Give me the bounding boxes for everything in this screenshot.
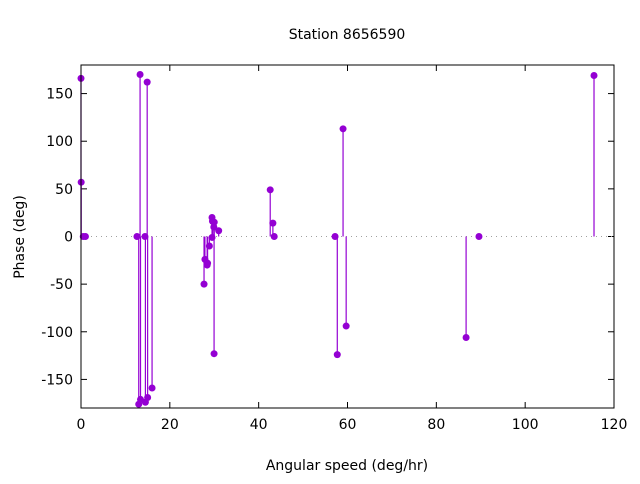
plot-border xyxy=(80,64,615,409)
x-tick-label: 80 xyxy=(427,417,445,433)
y-tick-label: -100 xyxy=(41,325,73,341)
y-tick-label: -150 xyxy=(41,372,73,388)
x-tick-label: 0 xyxy=(77,417,86,433)
chart-title: Station 8656590 xyxy=(289,27,406,43)
data-marks xyxy=(77,71,598,408)
data-point xyxy=(462,333,470,341)
x-axis-label: Angular speed (deg/hr) xyxy=(266,458,428,474)
data-point xyxy=(342,322,350,330)
data-point xyxy=(204,259,212,267)
y-tick-label: 0 xyxy=(64,230,73,246)
data-point xyxy=(590,71,598,79)
y-tick-label: 100 xyxy=(46,134,73,150)
data-point xyxy=(210,350,218,358)
data-point xyxy=(144,394,152,402)
x-tick-label: 40 xyxy=(250,417,268,433)
data-point xyxy=(81,233,89,240)
data-point xyxy=(205,242,213,250)
y-tick-label: -50 xyxy=(50,277,73,293)
data-point xyxy=(475,233,483,240)
data-point xyxy=(269,219,277,227)
data-point xyxy=(210,223,218,231)
y-axis-label: Phase (deg) xyxy=(12,195,28,279)
y-tick-label: 150 xyxy=(46,87,73,103)
data-point xyxy=(136,71,144,79)
data-point xyxy=(339,125,347,133)
data-point xyxy=(270,233,278,240)
x-tick-label: 120 xyxy=(601,417,628,433)
x-tick-label: 20 xyxy=(161,417,179,433)
data-point xyxy=(200,280,208,288)
ticks: 0 20 40 60 80 100 120 -150 -100 -50 0 50 100 150 xyxy=(41,65,627,433)
data-point xyxy=(215,227,223,235)
data-point xyxy=(148,384,156,392)
y-tick-label: 50 xyxy=(55,182,73,198)
x-tick-label: 100 xyxy=(512,417,539,433)
data-point xyxy=(333,351,341,359)
data-point xyxy=(266,186,274,194)
data-point xyxy=(133,233,141,240)
x-tick-label: 60 xyxy=(339,417,357,433)
data-point xyxy=(143,78,151,86)
